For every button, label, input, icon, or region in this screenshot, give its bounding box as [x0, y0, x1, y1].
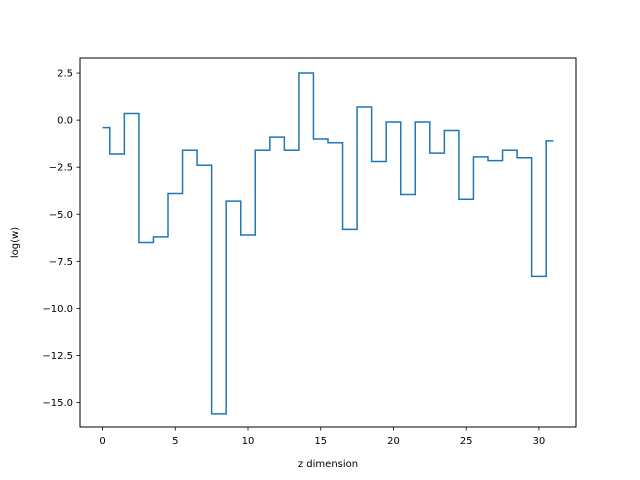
plot-frame	[79, 57, 577, 428]
y-tick-label: 2.5	[57, 69, 73, 80]
series-layer	[102, 72, 554, 415]
x-axis-label: z dimension	[298, 459, 358, 470]
x-tick-label: 20	[387, 436, 400, 447]
x-tick-label: 30	[533, 436, 546, 447]
x-tick-label: 0	[99, 436, 105, 447]
x-tick-label: 15	[314, 436, 327, 447]
x-axis-ticks: 0 5 10 15 20 25 30	[99, 427, 545, 447]
y-axis-ticks: 2.5 0.0 −2.5 −5.0 −7.5 −10.0 −12.5 −15.0	[42, 69, 80, 409]
y-tick-label: −2.5	[49, 163, 73, 174]
y-tick-label: −12.5	[42, 351, 73, 362]
y-tick-label: −7.5	[49, 257, 73, 268]
y-tick-label: 0.0	[57, 116, 73, 127]
x-tick-label: 5	[172, 436, 178, 447]
y-tick-label: −10.0	[42, 304, 73, 315]
plot-area	[80, 58, 576, 427]
x-tick-label: 25	[460, 436, 473, 447]
y-axis-label: log(w)	[10, 227, 21, 258]
series-line-0	[102, 72, 554, 415]
y-tick-label: −5.0	[49, 210, 73, 221]
x-tick-label: 10	[242, 436, 255, 447]
y-tick-label: −15.0	[42, 398, 73, 409]
